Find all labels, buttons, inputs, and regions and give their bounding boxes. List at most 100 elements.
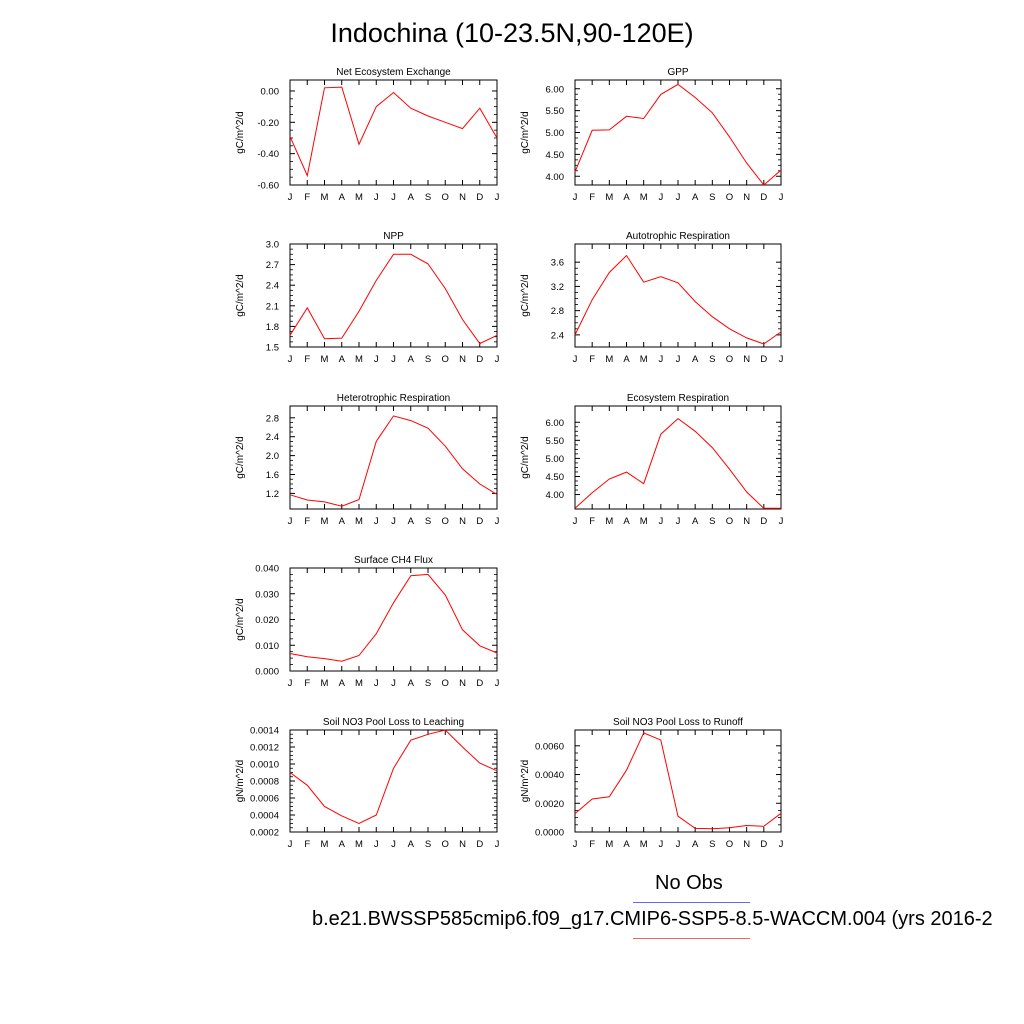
- x-tick-label: F: [304, 516, 310, 527]
- x-tick-label: M: [355, 678, 363, 689]
- x-tick-label: J: [676, 192, 681, 203]
- x-tick-label: A: [339, 516, 346, 527]
- y-tick-label: 1.5: [266, 343, 279, 354]
- y-tick-label: 2.4: [266, 432, 279, 443]
- plot-frame: [289, 729, 498, 833]
- x-tick-label: M: [605, 354, 613, 365]
- x-tick-label: S: [425, 192, 431, 203]
- x-tick-label: A: [408, 678, 415, 689]
- y-tick-label: 5.00: [546, 454, 565, 465]
- y-tick-label: 2.4: [266, 281, 279, 292]
- x-tick-label: F: [304, 839, 310, 850]
- x-tick-label: J: [676, 839, 681, 850]
- y-tick-label: 0.0014: [250, 726, 279, 737]
- plot-frame: [289, 243, 498, 348]
- x-tick-label: A: [692, 839, 699, 850]
- y-tick-label: -0.40: [257, 149, 279, 160]
- x-tick-label: S: [425, 516, 431, 527]
- y-tick-label: 0.0000: [535, 828, 564, 839]
- x-tick-label: S: [425, 354, 431, 365]
- x-tick-label: A: [408, 839, 415, 850]
- x-tick-label: N: [743, 516, 750, 527]
- x-tick-label: A: [692, 192, 699, 203]
- y-tick-label: 0.0012: [250, 743, 279, 754]
- y-tick-label: 3.2: [551, 282, 564, 293]
- x-tick-label: J: [658, 516, 663, 527]
- y-tick-label: 0.030: [255, 589, 279, 600]
- x-tick-label: A: [623, 839, 630, 850]
- x-tick-label: D: [476, 354, 483, 365]
- x-tick-label: F: [304, 678, 310, 689]
- y-tick-label: 4.50: [546, 472, 565, 483]
- x-tick-label: F: [589, 354, 595, 365]
- y-tick-label: 5.50: [546, 106, 565, 117]
- x-tick-label: J: [658, 192, 663, 203]
- x-tick-label: J: [391, 678, 396, 689]
- x-tick-label: M: [321, 354, 329, 365]
- x-tick-label: N: [743, 354, 750, 365]
- series-line: [289, 253, 498, 345]
- x-tick-label: S: [425, 678, 431, 689]
- x-tick-label: M: [355, 192, 363, 203]
- y-axis-label: gC/m^2/d: [235, 436, 246, 479]
- series-line: [574, 254, 782, 345]
- x-tick-label: N: [459, 192, 466, 203]
- y-tick-label: 0.040: [255, 564, 279, 575]
- x-tick-label: N: [459, 678, 466, 689]
- y-tick-label: 0.0008: [250, 777, 279, 788]
- y-tick-label: 6.00: [546, 418, 565, 429]
- y-tick-label: 1.6: [266, 470, 279, 481]
- series-line: [574, 732, 782, 830]
- y-tick-label: 4.50: [546, 150, 565, 161]
- x-tick-label: S: [425, 839, 431, 850]
- x-tick-label: J: [495, 516, 500, 527]
- y-axis-label: gC/m^2/d: [520, 436, 531, 479]
- y-tick-label: 4.00: [546, 490, 565, 501]
- panel-title: Surface CH4 Flux: [354, 555, 433, 566]
- x-tick-label: F: [304, 354, 310, 365]
- legend-obs-label: No Obs: [655, 872, 723, 894]
- x-tick-label: M: [605, 192, 613, 203]
- y-axis-label: gC/m^2/d: [520, 111, 531, 154]
- x-tick-label: A: [339, 354, 346, 365]
- x-tick-label: S: [709, 516, 715, 527]
- y-axis-label: gC/m^2/d: [235, 111, 246, 154]
- x-tick-label: F: [589, 839, 595, 850]
- y-tick-label: 0.0060: [535, 741, 564, 752]
- x-tick-label: A: [339, 839, 346, 850]
- x-tick-label: J: [288, 839, 293, 850]
- x-tick-label: A: [408, 354, 415, 365]
- y-tick-label: 2.7: [266, 260, 279, 271]
- legend-case-line: [633, 938, 750, 939]
- x-tick-label: J: [495, 192, 500, 203]
- plot-frame: [289, 405, 498, 510]
- y-tick-label: 5.50: [546, 436, 565, 447]
- y-tick-label: 4.00: [546, 172, 565, 183]
- y-tick-label: 6.00: [546, 84, 565, 95]
- x-tick-label: J: [676, 354, 681, 365]
- x-tick-label: M: [640, 192, 648, 203]
- plot-frame: [289, 567, 498, 672]
- x-tick-label: J: [374, 839, 379, 850]
- plot-frame: [289, 79, 498, 186]
- y-tick-label: 5.00: [546, 128, 565, 139]
- x-tick-label: A: [692, 354, 699, 365]
- x-tick-label: A: [623, 354, 630, 365]
- x-tick-label: O: [442, 839, 449, 850]
- x-tick-label: F: [589, 192, 595, 203]
- x-tick-label: J: [779, 516, 784, 527]
- x-tick-label: A: [623, 516, 630, 527]
- x-tick-label: O: [442, 678, 449, 689]
- x-tick-label: D: [476, 516, 483, 527]
- y-tick-label: 3.6: [551, 258, 564, 269]
- x-tick-label: M: [321, 192, 329, 203]
- x-tick-label: O: [442, 516, 449, 527]
- x-tick-label: J: [658, 354, 663, 365]
- x-tick-label: J: [391, 839, 396, 850]
- x-tick-label: J: [391, 354, 396, 365]
